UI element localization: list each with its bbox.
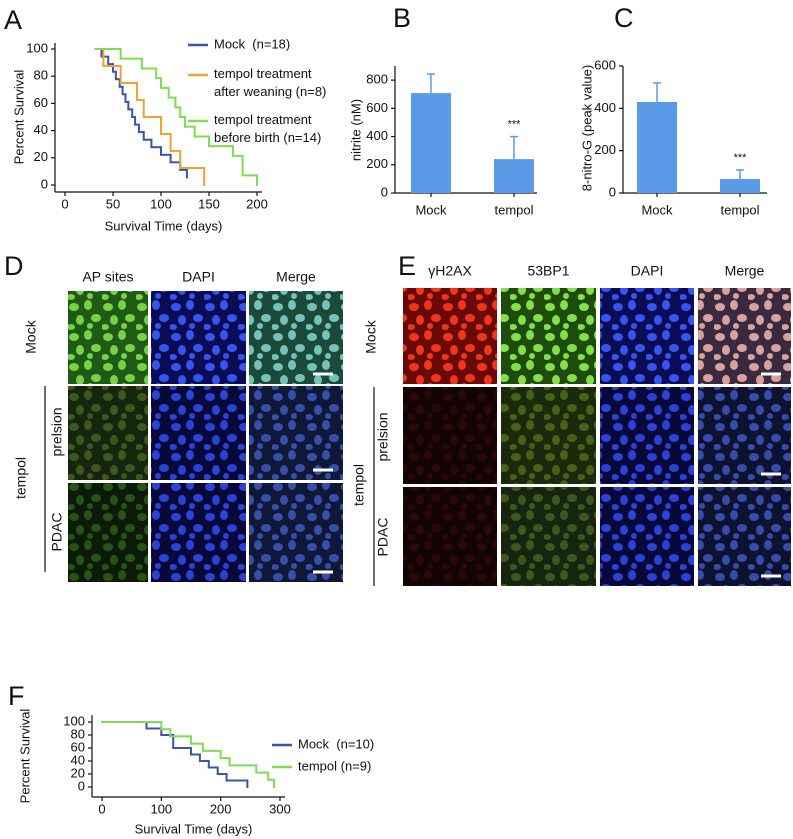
legend-label: tempol treatment before birth (n=14)	[214, 112, 321, 145]
x-tick-label: 100	[150, 196, 172, 211]
y-tick-label: 40	[34, 122, 48, 137]
legend-label: Mock (n=10)	[298, 736, 374, 751]
x-tick-label: Mock	[415, 202, 447, 217]
micrograph	[68, 291, 148, 384]
bar	[720, 179, 760, 193]
micrograph	[249, 483, 343, 582]
panel-label: F	[8, 681, 25, 711]
x-tick-label: 50	[106, 196, 120, 211]
micrograph	[501, 288, 596, 384]
column-header: Merge	[276, 269, 316, 285]
column-header: AP sites	[82, 269, 133, 285]
panel-label: A	[4, 5, 22, 35]
micrograph	[68, 483, 148, 582]
column-header: DAPI	[631, 263, 664, 279]
row-label: PDAC	[49, 513, 65, 552]
micrograph	[600, 288, 694, 384]
y-axis-label: nitrite (nM)	[348, 99, 363, 161]
y-tick-label: 200	[594, 142, 616, 157]
y-tick-label: 0	[381, 184, 388, 199]
micrograph	[501, 387, 596, 484]
x-tick-label: 300	[269, 801, 291, 816]
x-tick-label: tempol	[720, 202, 759, 217]
column-header: γH2AX	[428, 263, 472, 279]
legend-label: tempol treatment after weaning (n=8)	[214, 66, 326, 99]
y-tick-label: 600	[594, 57, 616, 72]
x-tick-label: tempol	[494, 202, 533, 217]
x-tick-label: 100	[150, 801, 172, 816]
micrograph	[600, 487, 694, 586]
row-label: Mock	[363, 319, 379, 353]
micrograph	[249, 291, 343, 384]
x-axis-label: Survival Time (days)	[135, 821, 253, 836]
micrograph	[600, 387, 694, 484]
y-tick-label: 100	[63, 713, 85, 728]
micrograph	[698, 387, 791, 484]
y-tick-label: 40	[71, 752, 85, 767]
y-tick-label: 600	[366, 100, 388, 115]
x-tick-label: 0	[61, 196, 68, 211]
significance: ***	[508, 118, 522, 130]
legend-label: tempol (n=9)	[298, 758, 371, 773]
y-axis-label: Percent Survival	[17, 709, 32, 804]
legend-label: Mock (n=18)	[214, 36, 290, 51]
micrograph	[68, 386, 148, 480]
x-tick-label: 150	[198, 196, 220, 211]
y-tick-label: 0	[609, 184, 616, 199]
x-axis-label: Survival Time (days)	[105, 218, 223, 233]
x-tick-label: Mock	[641, 202, 673, 217]
y-tick-label: 100	[26, 40, 48, 55]
column-header: Merge	[725, 263, 765, 279]
significance: ***	[734, 152, 748, 164]
micrograph	[403, 487, 497, 586]
y-tick-label: 80	[34, 68, 48, 83]
bar	[411, 93, 451, 193]
micrograph	[249, 386, 343, 480]
y-tick-label: 20	[34, 149, 48, 164]
y-tick-label: 400	[594, 100, 616, 115]
bar	[637, 101, 677, 193]
group-label: tempol	[13, 457, 29, 499]
micrograph	[151, 291, 246, 384]
micrograph	[151, 386, 246, 480]
panel-label: E	[398, 251, 416, 281]
micrograph	[151, 483, 246, 582]
x-tick-label: 200	[210, 801, 232, 816]
column-header: DAPI	[182, 269, 215, 285]
panel-label: C	[614, 3, 634, 33]
row-label: prelsion	[49, 407, 65, 456]
micrograph	[403, 387, 497, 484]
y-tick-label: 60	[71, 739, 85, 754]
y-tick-label: 80	[71, 726, 85, 741]
panel-label: D	[4, 251, 24, 281]
y-tick-label: 0	[41, 176, 48, 191]
row-label: prelsion	[375, 412, 391, 461]
x-tick-label: 200	[246, 196, 268, 211]
y-tick-label: 200	[366, 156, 388, 171]
y-tick-label: 400	[366, 128, 388, 143]
y-axis-label: Percent Survival	[11, 70, 26, 165]
micrograph	[698, 487, 791, 586]
y-tick-label: 60	[34, 95, 48, 110]
group-label: tempol	[351, 464, 367, 506]
y-tick-label: 800	[366, 72, 388, 87]
bar	[494, 159, 534, 193]
row-label: PDAC	[375, 518, 391, 557]
panel-label: B	[393, 3, 411, 33]
row-label: Mock	[23, 319, 39, 353]
x-tick-label: 0	[98, 801, 105, 816]
micrograph	[501, 487, 596, 586]
y-axis-label: 8-nitro-G (peak value)	[579, 65, 594, 191]
column-header: 53BP1	[527, 263, 569, 279]
y-tick-label: 20	[71, 765, 85, 780]
y-tick-label: 0	[78, 778, 85, 793]
micrograph	[698, 288, 791, 384]
micrograph	[403, 288, 497, 384]
